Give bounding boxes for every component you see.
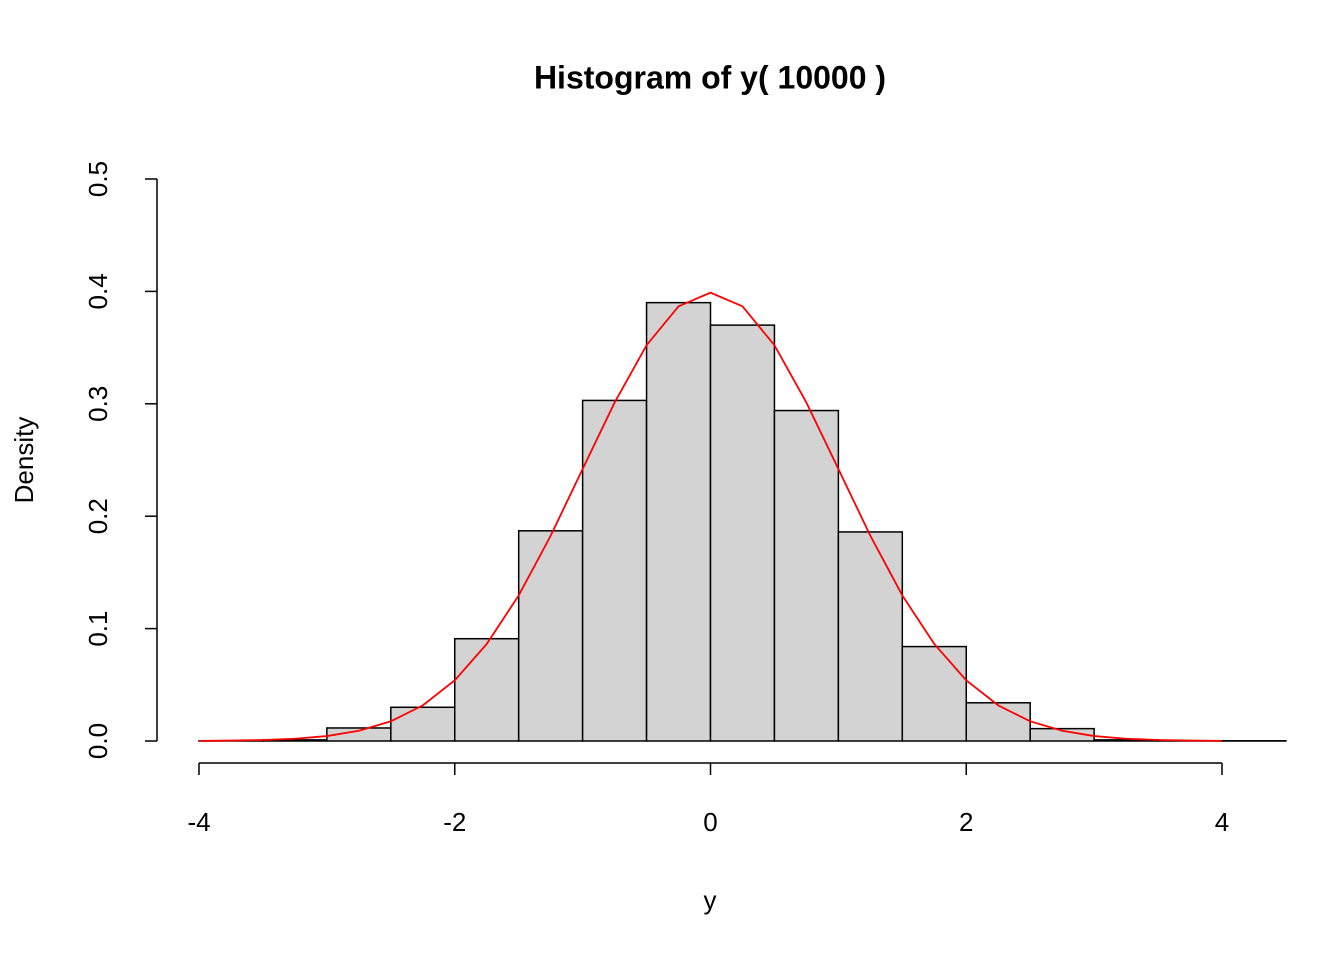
- y-axis-label: Density: [9, 417, 39, 504]
- density-curve: [198, 291, 1223, 742]
- y-tick-label: 0.4: [83, 273, 113, 309]
- bar: [645, 301, 712, 742]
- x-tick-label: -2: [443, 807, 466, 837]
- bar: [517, 530, 584, 742]
- x-tick-label: 4: [1215, 807, 1229, 837]
- y-tick-label: 0.1: [83, 611, 113, 647]
- x-tick-label: -4: [187, 807, 210, 837]
- x-tick-label: 2: [959, 807, 973, 837]
- y-tick-label: 0.5: [83, 161, 113, 197]
- bar: [454, 637, 520, 742]
- bar: [965, 702, 1031, 742]
- bar: [709, 324, 776, 742]
- bar: [901, 645, 967, 742]
- y-tick-label: 0.3: [83, 386, 113, 422]
- bar: [773, 409, 840, 742]
- bar: [390, 706, 456, 742]
- bar: [1029, 727, 1095, 742]
- bar: [581, 399, 648, 742]
- bar: [837, 531, 904, 742]
- y-tick-label: 0.2: [83, 498, 113, 534]
- x-axis-label: y: [704, 885, 717, 915]
- x-tick-label: 0: [703, 807, 717, 837]
- y-tick-label: 0.0: [83, 723, 113, 759]
- chart-title: Histogram of y( 10000 ): [534, 59, 886, 95]
